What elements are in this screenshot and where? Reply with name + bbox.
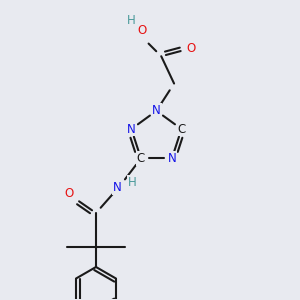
Text: C: C: [137, 152, 145, 165]
Text: H: H: [128, 176, 137, 189]
Text: N: N: [112, 181, 121, 194]
Text: N: N: [167, 152, 176, 165]
Text: O: O: [137, 24, 147, 37]
Text: O: O: [64, 187, 73, 200]
Text: N: N: [152, 104, 161, 117]
Text: O: O: [187, 42, 196, 55]
Text: H: H: [127, 14, 136, 27]
Text: N: N: [127, 122, 136, 136]
Text: C: C: [177, 122, 186, 136]
